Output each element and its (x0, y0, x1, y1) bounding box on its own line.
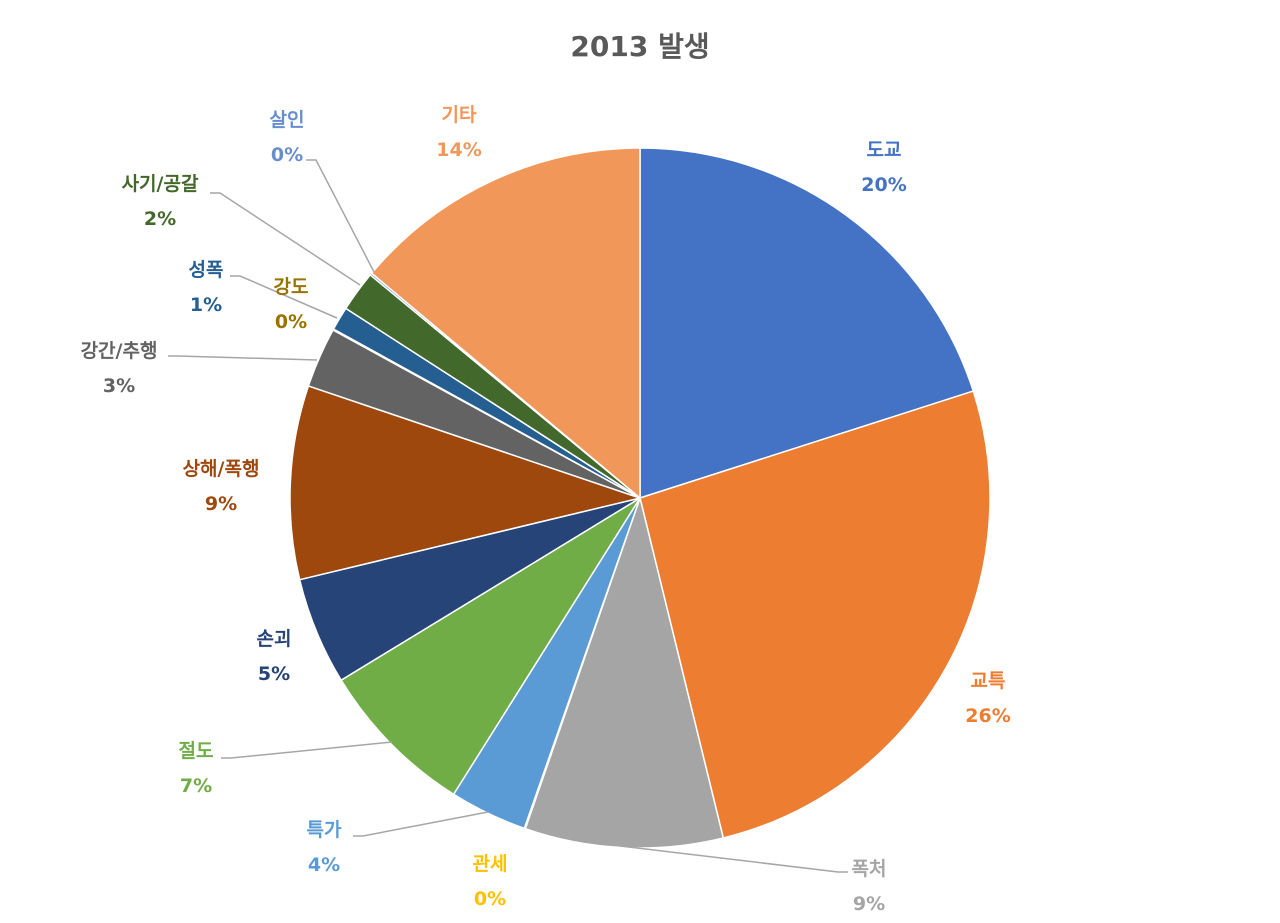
slice-label-11: 사기/공갈 (122, 173, 199, 195)
slice-percent-3: 0% (474, 888, 506, 910)
leader-lines (168, 159, 848, 873)
slice-label-8: 강간/추행 (81, 340, 158, 362)
leader-line-8 (168, 355, 318, 361)
slice-1 (639, 390, 991, 839)
slice-percent-12: 0% (271, 144, 303, 166)
chart-title: 2013 발생 (570, 30, 709, 63)
leader-line-12 (306, 159, 375, 273)
slice-label-3: 관세 (473, 853, 508, 875)
slice-percent-0: 20% (861, 174, 906, 196)
slice-label-1: 교특 (971, 670, 1006, 692)
slice-label-4: 특가 (307, 819, 342, 841)
slice-label-13: 기타 (442, 104, 477, 126)
leader-line-11 (210, 192, 361, 286)
slice-13 (370, 147, 641, 499)
slice-label-0: 도교 (867, 139, 902, 161)
leader-line-2 (619, 845, 848, 873)
slice-percent-7: 9% (205, 493, 237, 515)
pie-slices (289, 147, 991, 849)
slice-2 (524, 497, 725, 849)
leader-line-4 (353, 811, 489, 837)
slice-label-6: 손괴 (257, 628, 292, 650)
slice-label-12: 살인 (270, 109, 305, 131)
slice-percent-10: 1% (190, 294, 222, 316)
slice-label-2: 폭처 (852, 858, 887, 880)
slice-percent-1: 26% (965, 705, 1010, 727)
leader-line-10 (230, 275, 338, 319)
leader-line-5 (221, 741, 393, 759)
slice-labels: 도교 20% 교특 26% 폭처 9% 관세 0% 특가 4% 절도 7% 손괴 5% 상해/폭행 9% 강간/… (81, 104, 1011, 915)
slice-label-5: 절도 (179, 740, 214, 762)
slice-percent-9: 0% (275, 311, 307, 333)
slice-percent-5: 7% (180, 775, 212, 797)
slice-label-9: 강도 (274, 276, 309, 298)
slice-0 (639, 147, 975, 499)
slice-percent-11: 2% (144, 208, 176, 230)
slice-percent-2: 9% (853, 893, 885, 915)
slice-7 (289, 385, 641, 581)
slice-5 (340, 497, 641, 795)
slice-label-10: 성폭 (189, 259, 224, 281)
slice-percent-4: 4% (308, 854, 340, 876)
slice-percent-13: 14% (436, 139, 481, 161)
slice-label-7: 상해/폭행 (183, 458, 260, 480)
slice-percent-6: 5% (258, 663, 290, 685)
slice-percent-8: 3% (103, 375, 135, 397)
